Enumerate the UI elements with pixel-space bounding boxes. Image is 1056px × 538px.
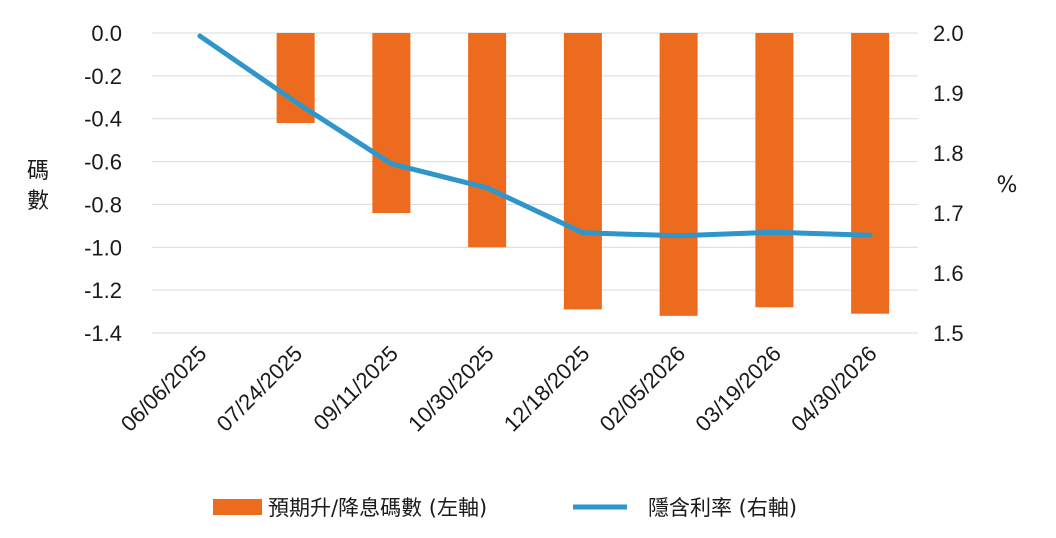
x-tick-label: 03/19/2026	[690, 341, 786, 437]
legend-bar-label: 預期升/降息碼數 (左軸)	[268, 496, 487, 520]
left-tick-label: -0.4	[84, 107, 122, 132]
x-tick-label: 06/06/2025	[116, 341, 212, 437]
legend-bar-swatch	[213, 499, 262, 515]
legend: 預期升/降息碼數 (左軸) 隱含利率 (右軸)	[213, 496, 797, 520]
left-tick-label: -0.2	[84, 64, 122, 89]
bars	[276, 33, 890, 316]
left-tick-label: 0.0	[91, 21, 122, 46]
x-tick-label: 12/18/2025	[499, 341, 595, 437]
left-axis-title-char-2: 數	[27, 189, 49, 214]
x-tick-label: 02/05/2026	[595, 341, 691, 437]
implied-rate-line	[197, 33, 873, 239]
bar	[372, 33, 411, 213]
right-axis-title: %	[997, 173, 1018, 198]
left-tick-label: -1.2	[84, 278, 122, 303]
right-tick-label: 2.0	[933, 21, 964, 46]
gridlines	[152, 32, 918, 334]
x-tick-label: 07/24/2025	[212, 341, 308, 437]
right-tick-label: 1.6	[933, 261, 964, 286]
right-axis-ticks: 2.0 1.9 1.8 1.7 1.6 1.5	[933, 21, 964, 346]
right-tick-label: 1.8	[933, 141, 964, 166]
legend-line-label: 隱含利率 (右軸)	[648, 496, 797, 520]
bar	[851, 33, 890, 314]
x-tick-label: 04/30/2026	[786, 341, 882, 437]
right-tick-label: 1.5	[933, 321, 964, 346]
x-axis-ticks: 06/06/2025 07/24/2025 09/11/2025 10/30/2025…	[116, 341, 882, 437]
bar	[563, 33, 602, 310]
x-tick-label: 10/30/2025	[403, 341, 499, 437]
bar	[755, 33, 794, 308]
right-tick-label: 1.9	[933, 81, 964, 106]
right-tick-label: 1.7	[933, 201, 964, 226]
left-tick-label: -1.4	[84, 321, 122, 346]
bar	[659, 33, 698, 316]
x-tick-label: 09/11/2025	[309, 341, 403, 435]
left-tick-label: -0.8	[84, 192, 122, 217]
left-axis-ticks: 0.0 -0.2 -0.4 -0.6 -0.8 -1.0 -1.2 -1.4	[84, 21, 122, 346]
bar	[468, 33, 507, 248]
left-axis-title-char-1: 碼	[27, 159, 49, 184]
left-tick-label: -0.6	[84, 150, 122, 175]
left-axis-title: 碼 數	[27, 159, 49, 214]
implied-rate-line-layer	[197, 33, 873, 239]
left-tick-label: -1.0	[84, 235, 122, 260]
